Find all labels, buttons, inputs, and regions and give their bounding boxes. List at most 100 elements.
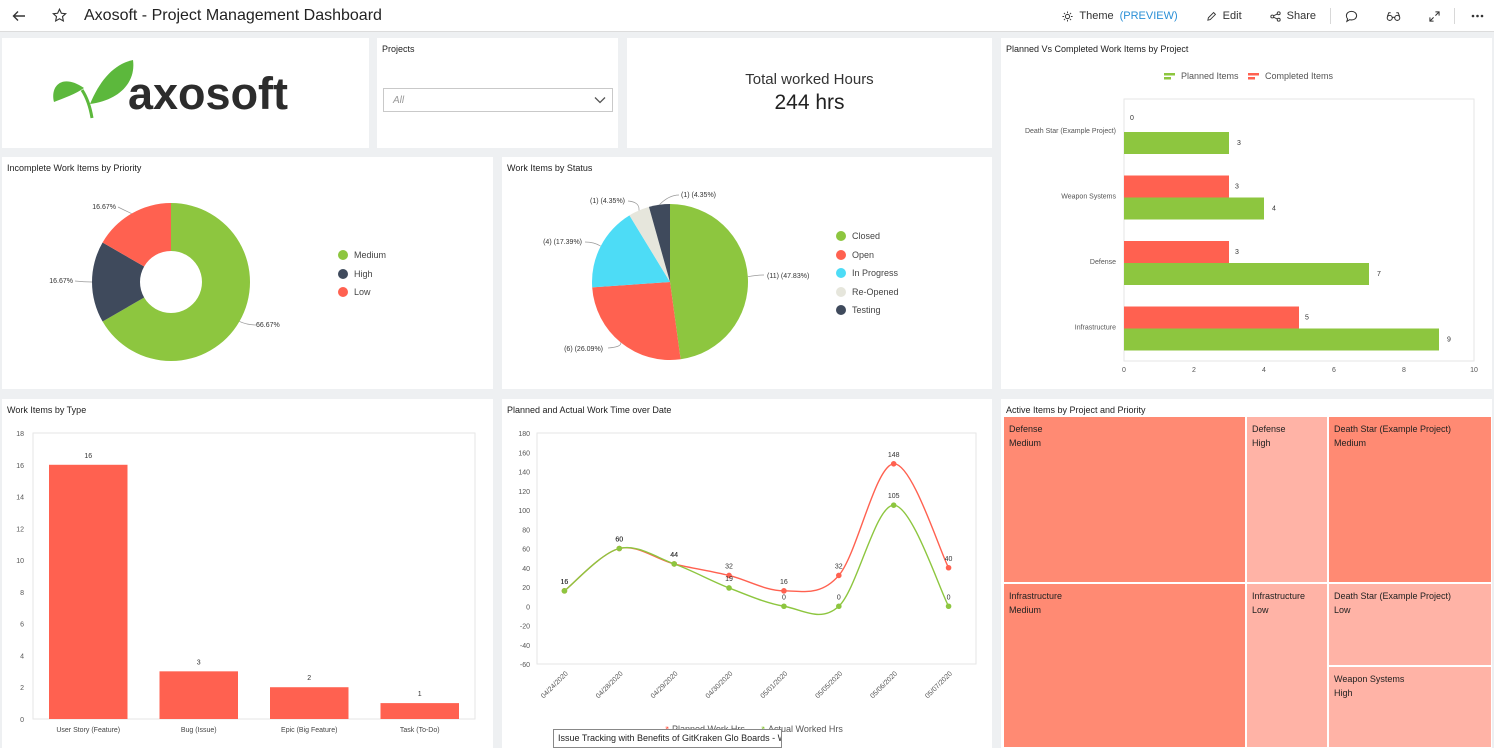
y-tick-label: 80 — [522, 527, 530, 534]
legend-swatch — [1164, 77, 1171, 80]
logo-wordmark: axosoft — [128, 68, 288, 119]
bar-completed — [1124, 175, 1229, 198]
share-button[interactable]: Share — [1256, 10, 1330, 22]
treemap-tile[interactable]: Infrastructure Medium — [1003, 583, 1246, 748]
more-button[interactable] — [1455, 14, 1494, 18]
planned-vs-completed-title: Planned Vs Completed Work Items by Proje… — [1006, 44, 1189, 54]
x-tick-label: 8 — [1402, 367, 1406, 374]
legend-item[interactable]: Medium — [338, 246, 386, 265]
y-tick-label: -20 — [520, 624, 530, 631]
planned-vs-completed-panel: Planned Vs Completed Work Items by Proje… — [1001, 38, 1492, 389]
x-tick-label: 04/29/2020 — [650, 670, 680, 700]
legend-item[interactable]: Re-Opened — [836, 283, 899, 302]
y-tick-label: 10 — [16, 558, 24, 565]
data-label: 3 — [1235, 249, 1239, 256]
treemap-tile-project: Death Star (Example Project) — [1334, 424, 1452, 434]
share-label: Share — [1286, 10, 1316, 22]
y-tick-label: 100 — [518, 508, 530, 515]
priority-donut-chart: 66.67% 16.67% 16.67% — [49, 203, 280, 361]
x-tick-label: 4 — [1262, 367, 1266, 374]
legend-swatch — [1164, 73, 1175, 76]
bar — [49, 464, 128, 719]
legend-swatch — [1248, 77, 1255, 80]
treemap-tile-project: Defense — [1009, 424, 1043, 434]
bar-planned — [1124, 328, 1439, 351]
data-point — [890, 502, 897, 508]
glasses-icon — [1386, 11, 1401, 21]
legend-item[interactable]: Open — [836, 246, 899, 265]
treemap-tile-project: Infrastructure — [1009, 591, 1063, 601]
treemap-tile[interactable]: Defense High — [1246, 416, 1328, 583]
data-point — [561, 588, 568, 594]
fullscreen-button[interactable] — [1415, 10, 1454, 22]
data-point — [671, 561, 677, 567]
legend-item[interactable]: In Progress — [836, 264, 899, 283]
projects-select[interactable]: All — [383, 88, 613, 112]
data-label: (6) (26.09%) — [564, 346, 603, 353]
data-label: 19 — [725, 576, 733, 583]
star-icon[interactable] — [48, 5, 70, 27]
active-items-treemap: Defense Medium Defense High Death Star (Exam… — [1001, 399, 1492, 748]
legend-item[interactable]: Testing — [836, 301, 899, 320]
legend-label: Open — [852, 249, 875, 260]
bar — [270, 687, 349, 719]
bar-planned — [1124, 197, 1264, 220]
x-category-label: User Story (Feature) — [56, 727, 120, 734]
treemap-tile[interactable]: Death Star (Example Project) Medium — [1328, 416, 1492, 583]
data-label: 16.67% — [49, 278, 73, 285]
y-category-label: Infrastructure — [1075, 325, 1116, 332]
legend-label: Testing — [852, 305, 881, 316]
y-tick-label: 12 — [16, 526, 24, 533]
preview-label: (PREVIEW) — [1119, 10, 1178, 22]
theme-button[interactable]: Theme (PREVIEW) — [1048, 10, 1191, 22]
y-tick-label: 60 — [522, 547, 530, 554]
y-tick-label: 16 — [16, 463, 24, 470]
type-title: Work Items by Type — [7, 405, 87, 415]
y-tick-label: 140 — [518, 470, 530, 477]
legend-label: Actual Worked Hrs — [768, 724, 843, 734]
chevron-down-icon — [594, 97, 606, 104]
legend-swatch — [836, 305, 846, 316]
legend-item[interactable]: Low — [338, 283, 386, 302]
y-category-label: Weapon Systems — [1061, 194, 1116, 201]
x-tick-label: 10 — [1470, 367, 1478, 374]
present-button[interactable] — [1372, 10, 1415, 23]
comments-button[interactable] — [1331, 10, 1372, 23]
y-tick-label: 6 — [20, 622, 24, 629]
legend-label: Low — [354, 287, 371, 298]
treemap-tile[interactable]: Defense Medium — [1003, 416, 1246, 583]
logo-panel: axosoft — [2, 38, 369, 148]
legend-item[interactable]: Closed — [836, 227, 899, 246]
treemap-tile[interactable]: Infrastructure Low — [1246, 583, 1328, 748]
data-label: (4) (17.39%) — [543, 239, 582, 246]
data-label: 60 — [615, 537, 623, 544]
treemap-tile-priority: Low — [1334, 605, 1351, 615]
pie-slice-re-opened — [629, 206, 670, 282]
legend-label: High — [354, 268, 373, 279]
data-label: 16 — [561, 579, 569, 586]
legend-item[interactable]: High — [338, 265, 386, 284]
y-tick-label: 0 — [20, 717, 24, 724]
active-items-panel: Active Items by Project and Priority Def… — [1001, 399, 1492, 748]
axosoft-logo: axosoft — [53, 60, 288, 119]
priority-title: Incomplete Work Items by Priority — [7, 163, 142, 173]
treemap-tile[interactable]: Death Star (Example Project) Low — [1328, 583, 1492, 666]
bar-completed — [1124, 306, 1299, 329]
treemap-tile[interactable]: Weapon Systems High — [1328, 666, 1492, 748]
back-arrow-icon[interactable] — [8, 5, 30, 27]
legend-swatch — [836, 286, 846, 297]
x-tick-label: 05/01/2020 — [760, 670, 790, 700]
page-title: Axosoft - Project Management Dashboard — [84, 6, 382, 24]
leaf-icon — [53, 60, 134, 119]
toolbar-divider — [1330, 8, 1331, 24]
data-label-leader — [584, 241, 601, 247]
legend-swatch — [836, 231, 846, 242]
data-point — [781, 603, 787, 610]
pie-slice-high — [92, 242, 145, 322]
y-category-label: Defense — [1090, 259, 1116, 266]
data-point — [726, 572, 732, 579]
status-title: Work Items by Status — [507, 163, 593, 173]
x-category-label: Epic (Big Feature) — [281, 727, 337, 734]
x-tick-label: 6 — [1332, 367, 1336, 374]
edit-button[interactable]: Edit — [1192, 10, 1256, 22]
